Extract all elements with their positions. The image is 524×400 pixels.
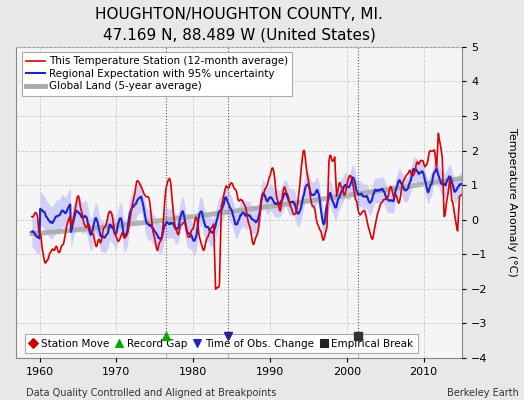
Text: Data Quality Controlled and Aligned at Breakpoints: Data Quality Controlled and Aligned at B… xyxy=(26,388,277,398)
Y-axis label: Temperature Anomaly (°C): Temperature Anomaly (°C) xyxy=(507,128,517,277)
Text: Berkeley Earth: Berkeley Earth xyxy=(447,388,519,398)
Legend: Station Move, Record Gap, Time of Obs. Change, Empirical Break: Station Move, Record Gap, Time of Obs. C… xyxy=(25,334,418,353)
Title: HOUGHTON/HOUGHTON COUNTY, MI.
47.169 N, 88.489 W (United States): HOUGHTON/HOUGHTON COUNTY, MI. 47.169 N, … xyxy=(95,7,383,43)
